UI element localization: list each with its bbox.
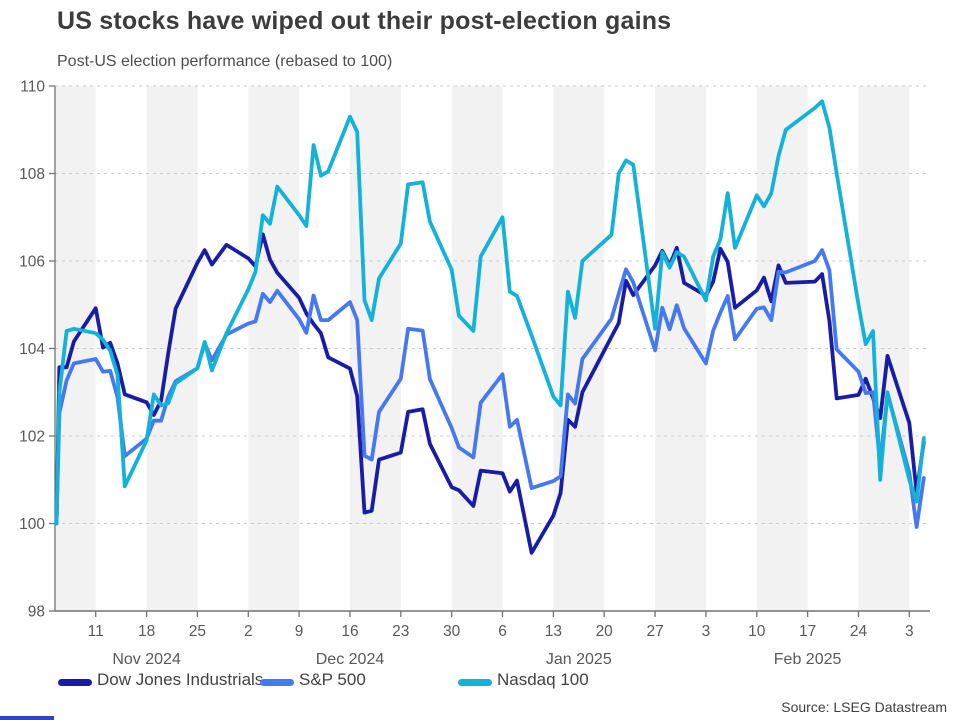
series-line-nasdaq-100: [54, 99, 926, 526]
svg-text:Dec 2024: Dec 2024: [316, 651, 385, 668]
page-accent-bar: [0, 716, 54, 720]
source-credit: Source: LSEG Datastream: [781, 699, 947, 715]
svg-text:110: 110: [20, 79, 45, 96]
y-axis: 98 100 102 104 106 108 110: [19, 79, 56, 621]
svg-text:Jan 2025: Jan 2025: [546, 651, 612, 668]
svg-text:100: 100: [19, 516, 45, 533]
svg-text:16: 16: [341, 623, 358, 640]
svg-text:10: 10: [748, 623, 766, 640]
svg-text:9: 9: [295, 623, 304, 640]
svg-text:108: 108: [19, 166, 45, 183]
svg-text:Feb 2025: Feb 2025: [774, 651, 842, 668]
svg-text:30: 30: [443, 623, 461, 640]
svg-text:11: 11: [88, 623, 104, 640]
svg-text:2: 2: [244, 623, 253, 640]
svg-text:98: 98: [28, 604, 45, 621]
svg-text:Nov 2024: Nov 2024: [112, 651, 181, 668]
svg-text:13: 13: [545, 623, 562, 640]
svg-text:106: 106: [19, 254, 45, 271]
legend-label-dow-jones: Dow Jones Industrials: [97, 670, 264, 689]
svg-text:23: 23: [392, 623, 409, 640]
legend-label-sp500: S&P 500: [299, 670, 366, 689]
chart-subtitle: Post-US election performance (rebased to…: [57, 53, 393, 70]
svg-text:18: 18: [138, 623, 155, 640]
x-axis: 11 18 25 2 9 16 23 30 6 13 20 27 3 10 17 24 3 Nov 2024 Dec…: [55, 610, 930, 668]
gridlines: [55, 85, 930, 524]
svg-text:102: 102: [19, 429, 45, 446]
svg-text:3: 3: [702, 623, 711, 640]
legend-label-nasdaq: Nasdaq 100: [497, 670, 589, 689]
svg-text:6: 6: [498, 623, 507, 640]
svg-text:24: 24: [850, 623, 868, 640]
svg-text:20: 20: [596, 623, 614, 640]
svg-text:104: 104: [19, 341, 45, 358]
svg-text:25: 25: [189, 623, 206, 640]
legend-swatch-dow-jones: [58, 679, 92, 686]
svg-text:17: 17: [799, 623, 816, 640]
legend-swatch-nasdaq: [458, 679, 492, 686]
svg-text:27: 27: [646, 623, 663, 640]
svg-text:3: 3: [905, 623, 914, 640]
legend-swatch-sp500: [260, 679, 294, 686]
page-title: US stocks have wiped out their post-elec…: [57, 7, 672, 35]
